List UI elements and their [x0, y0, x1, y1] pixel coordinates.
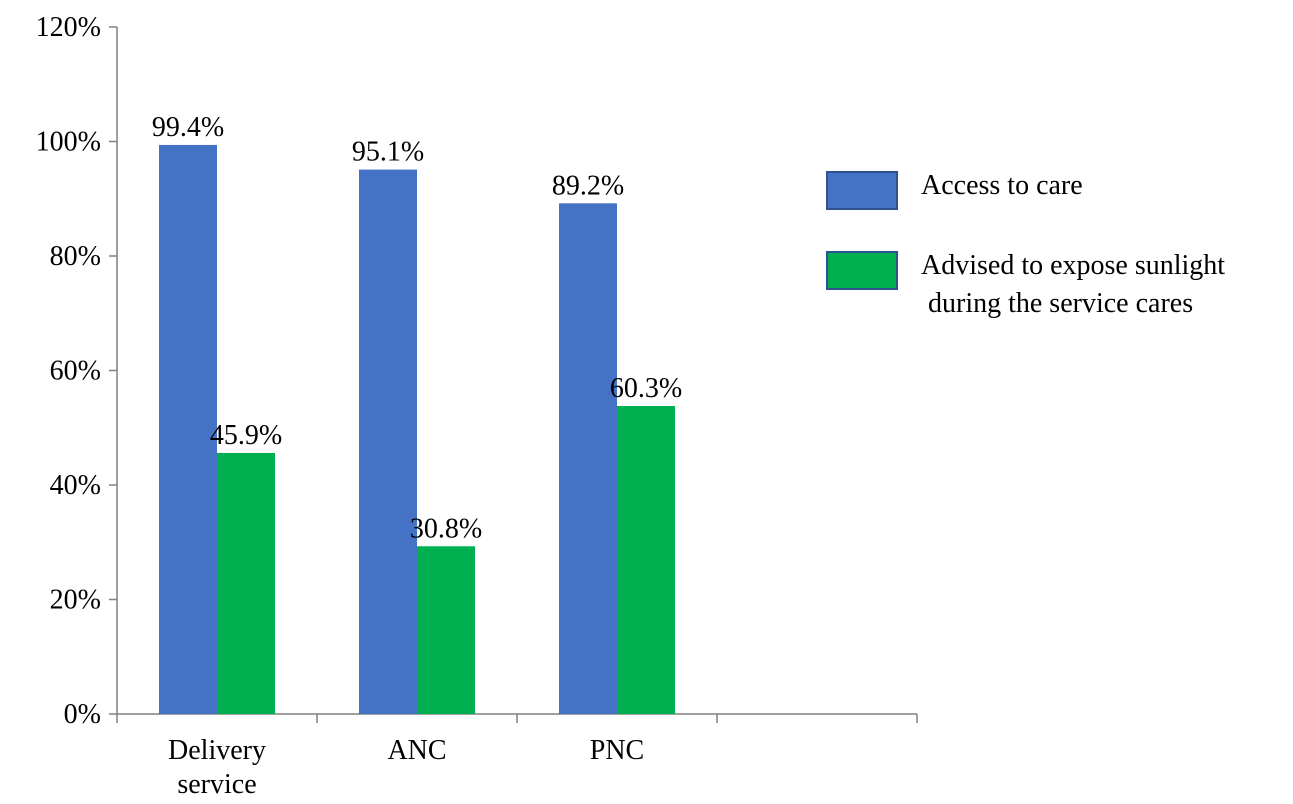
y-tick-label: 80%	[50, 241, 101, 272]
y-tick-label: 60%	[50, 356, 101, 387]
x-tick-label: service	[177, 769, 256, 800]
bars	[159, 144, 675, 715]
y-tick-label: 20%	[50, 585, 101, 616]
legend-label: Advised to expose sunlight	[921, 250, 1225, 281]
x-tick-label: Delivery	[168, 735, 266, 766]
x-tick-label: ANC	[387, 735, 446, 766]
bar-access-to-care	[559, 203, 617, 714]
data-label: 30.8%	[410, 513, 482, 544]
data-labels: 99.4% 95.1% 89.2% 45.9% 30.8% 60.3%	[152, 112, 682, 544]
y-tick-label: 40%	[50, 470, 101, 501]
data-label: 60.3%	[610, 373, 682, 404]
legend: Access to care Advised to expose sunlight…	[826, 170, 1225, 319]
y-tick-label: 120%	[36, 12, 101, 43]
legend-swatch	[826, 251, 898, 290]
data-label: 99.4%	[152, 112, 224, 143]
bar-advised-sunlight	[617, 405, 675, 714]
bar-advised-sunlight	[217, 452, 275, 714]
bar-advised-sunlight	[417, 546, 475, 714]
bar-access-to-care	[159, 144, 217, 714]
data-label: 89.2%	[552, 170, 624, 201]
x-tick-label: PNC	[590, 735, 644, 766]
legend-label: Access to care	[921, 170, 1083, 201]
y-tick-label: 0%	[64, 699, 101, 730]
legend-label: during the service cares	[921, 288, 1193, 319]
bar-access-to-care	[359, 169, 417, 715]
data-label: 45.9%	[210, 420, 282, 451]
y-tick-label: 100%	[36, 127, 101, 158]
legend-swatch	[826, 171, 898, 210]
data-label: 95.1%	[352, 137, 424, 168]
